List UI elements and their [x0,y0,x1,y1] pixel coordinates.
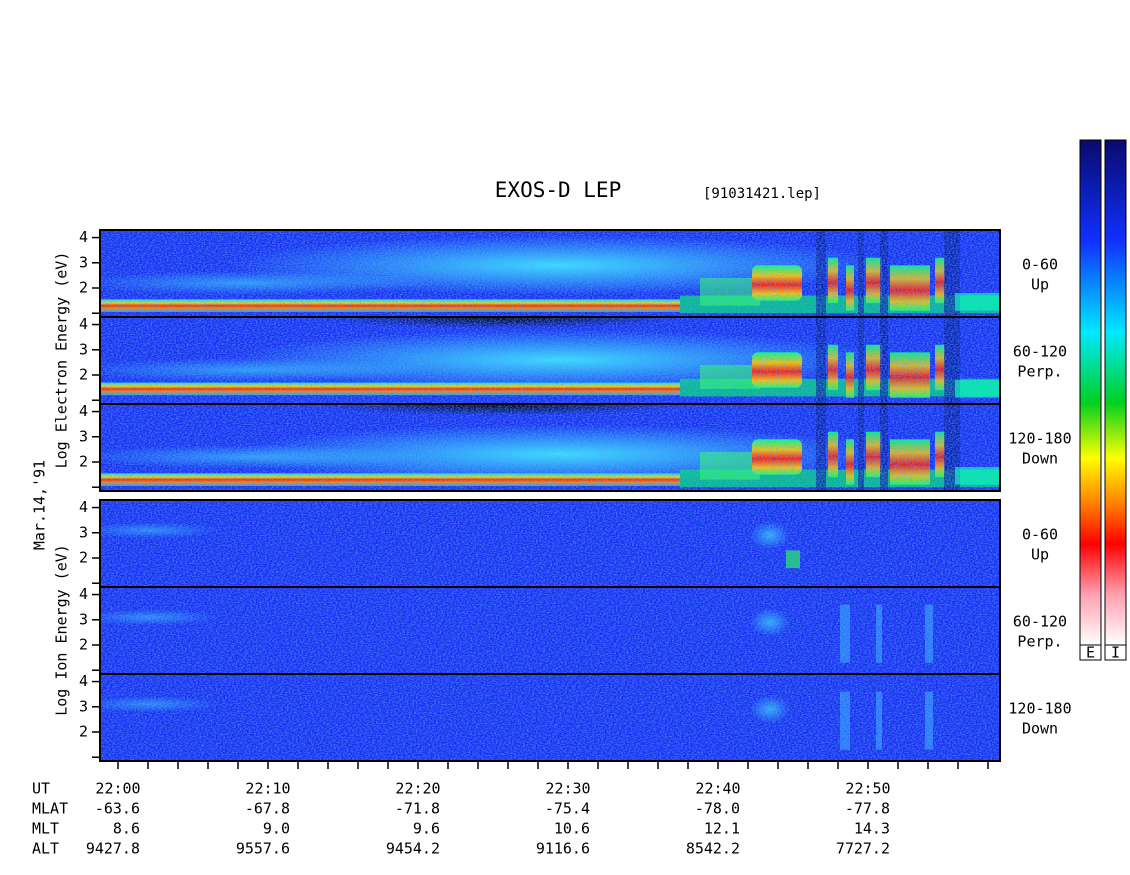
ephemeris-value: -77.8 [845,800,890,818]
ephemeris-value: 14.3 [854,820,890,838]
ephemeris-value: 9557.6 [236,840,290,858]
y-tick-label: 3 [79,340,88,358]
y-tick-label: 4 [79,672,88,690]
y-tick-label: 2 [79,366,88,384]
pitch-dir: Perp. [1017,363,1062,381]
colorbar-label: E [1086,644,1095,662]
date-label: Mar.14,'91 [31,460,49,550]
x-tick-label: 22:40 [695,780,740,798]
y-tick-label: 2 [79,279,88,297]
panel [100,317,1000,404]
noise [100,674,1000,761]
colorbar-label: I [1111,644,1120,662]
ephemeris-value: -75.4 [545,800,590,818]
x-title: UT [32,780,50,798]
y-tick-label: 4 [79,402,88,420]
panel [100,674,1000,761]
colorbar-label-box [1104,644,1127,661]
noise [100,500,1000,587]
x-axis: UT 22:00 22:10 22:20 22:30 22:40 22:50 MLAT -63.… [32,761,989,858]
pitch-dir: Perp. [1017,633,1062,651]
ephemeris-name: MLT [32,820,59,838]
pitch-range: 60-120 [1013,343,1067,361]
pitch-dir: Down [1022,720,1058,738]
y-tick-label: 2 [79,636,88,654]
ephemeris-value: 9.6 [413,820,440,838]
x-tick-label: 22:20 [395,780,440,798]
ephemeris-value: 10.6 [554,820,590,838]
pitch-range: 0-60 [1022,526,1058,544]
panel [100,404,1000,491]
group-label: Log Electron Energy (eV) [53,252,71,469]
pitch-range: 0-60 [1022,256,1058,274]
pitch-dir: Up [1031,276,1049,294]
pitch-range: 60-120 [1013,613,1067,631]
y-tick-label: 3 [79,427,88,445]
ephemeris-value: 9116.6 [536,840,590,858]
ephemeris-value: 9427.8 [86,840,140,858]
colorbar [1104,139,1127,646]
chart-title: EXOS-D LEP [495,178,621,202]
ephemeris-value: -67.8 [245,800,290,818]
pitch-range: 120-180 [1008,430,1071,448]
ephemeris-value: 12.1 [704,820,740,838]
colorbar [1079,139,1102,646]
ephemeris-name: MLAT [32,800,68,818]
noise [100,317,1000,404]
pitch-dir: Up [1031,546,1049,564]
x-tick-label: 22:50 [845,780,890,798]
pitch-range: 120-180 [1008,700,1071,718]
pitch-dir: Down [1022,450,1058,468]
chart-subtitle: [91031421.lep] [703,186,821,202]
y-tick-label: 3 [79,523,88,541]
plots: Log Electron Energy (eV) 2 3 4 0-60 Up 2 3 4 60-1… [53,228,1072,762]
x-tick-label: 22:10 [245,780,290,798]
noise [100,404,1000,491]
ephemeris-name: ALT [32,840,59,858]
panel-frame [99,673,1001,762]
y-tick-label: 2 [79,453,88,471]
panel [100,587,1000,674]
x-tick-label: 22:00 [95,780,140,798]
x-tick-label: 22:30 [545,780,590,798]
y-tick-label: 3 [79,697,88,715]
panel-frame [99,403,1001,492]
ephemeris-value: 9454.2 [386,840,440,858]
ephemeris-value: 7727.2 [836,840,890,858]
y-tick-label: 4 [79,498,88,516]
noise [100,230,1000,317]
panel [100,230,1000,317]
ephemeris-value: -78.0 [695,800,740,818]
y-tick-label: 2 [79,723,88,741]
noise [100,587,1000,674]
y-tick-label: 4 [79,228,88,246]
y-tick-label: 4 [79,315,88,333]
y-tick-label: 2 [79,549,88,567]
y-tick-label: 3 [79,610,88,628]
ephemeris-value: 8.6 [113,820,140,838]
y-tick-label: 3 [79,253,88,271]
group-label: Log Ion Energy (eV) [53,544,71,716]
ephemeris-value: 9.0 [263,820,290,838]
panel [100,500,1000,587]
ephemeris-value: -63.6 [95,800,140,818]
ephemeris-value: 8542.2 [686,840,740,858]
ephemeris-value: -71.8 [395,800,440,818]
y-tick-label: 4 [79,585,88,603]
colorbar-label-box [1079,644,1102,661]
